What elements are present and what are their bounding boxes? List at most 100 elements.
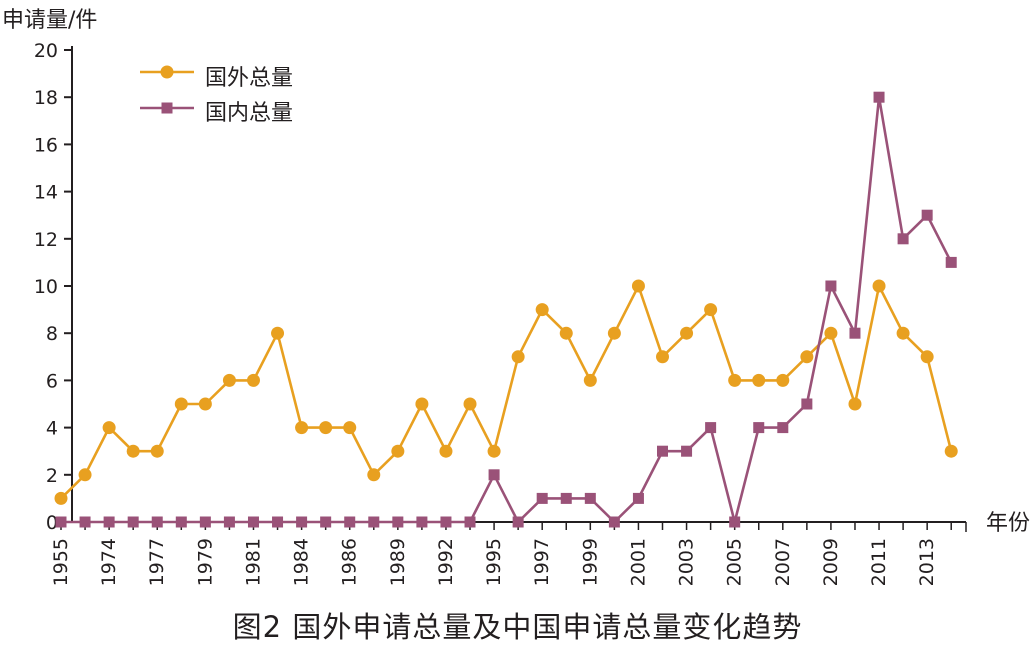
data-point	[247, 516, 259, 528]
data-point	[487, 444, 501, 458]
data-point	[656, 350, 669, 364]
data-point	[175, 516, 187, 528]
data-point	[246, 373, 260, 387]
data-point	[320, 516, 332, 528]
data-point	[896, 326, 910, 340]
data-point	[632, 492, 644, 504]
data-point	[873, 91, 885, 103]
y-tick-label: 12	[34, 229, 58, 251]
data-point	[728, 373, 742, 387]
data-point	[272, 516, 284, 528]
data-point	[126, 444, 140, 458]
x-tick-label: 2011	[868, 538, 890, 586]
x-tick-label: 1986	[339, 538, 361, 586]
data-point	[897, 233, 909, 245]
x-tick-label: 1992	[435, 538, 457, 586]
data-point	[78, 468, 92, 482]
x-axis-label: 年份	[986, 511, 1031, 536]
x-tick-label: 1979	[194, 538, 216, 586]
data-point	[439, 444, 453, 458]
data-point	[584, 492, 596, 504]
data-point	[271, 326, 285, 340]
data-point	[944, 444, 958, 458]
data-point	[753, 422, 765, 434]
y-tick-label: 16	[34, 134, 58, 156]
x-tick-label: 1995	[483, 538, 505, 586]
data-point	[488, 469, 500, 481]
legend-label-domestic: 国内总量	[205, 101, 294, 126]
y-tick-label: 4	[46, 418, 58, 440]
x-tick-label: 2013	[916, 538, 938, 586]
x-tick-label: 2007	[772, 538, 794, 586]
data-point	[849, 327, 861, 339]
axes: 0 2 4 6 8 10 12 14 16 18 20 1955 1974 1977 1979 1981 198…	[34, 40, 967, 586]
data-point	[801, 398, 813, 410]
series-line-0	[60, 284, 953, 500]
x-tick-label: 1989	[387, 538, 409, 586]
data-point	[705, 422, 717, 434]
data-point	[512, 516, 524, 528]
y-axis-label: 申请量/件	[2, 8, 98, 33]
data-point	[127, 516, 139, 528]
data-point	[151, 516, 163, 528]
data-point	[921, 209, 933, 221]
data-point	[463, 397, 477, 411]
data-point	[872, 279, 886, 293]
data-point	[680, 326, 694, 340]
x-tick-label: 2005	[724, 538, 746, 586]
series-layer	[54, 91, 958, 528]
data-point	[440, 516, 452, 528]
x-tick-label: 1999	[579, 538, 601, 586]
data-point	[223, 516, 235, 528]
y-tick-label: 2	[46, 465, 58, 487]
data-point	[536, 492, 548, 504]
y-tick-label: 8	[46, 323, 58, 345]
data-point	[199, 516, 211, 528]
data-point	[729, 516, 741, 528]
data-point	[343, 421, 357, 435]
data-point	[415, 397, 429, 411]
data-point	[824, 326, 838, 340]
x-tick-label: 1977	[146, 538, 168, 586]
data-point	[945, 256, 957, 268]
data-point	[583, 373, 597, 387]
data-point	[535, 303, 549, 317]
x-tick-label: 1984	[291, 538, 313, 586]
data-point	[777, 422, 789, 434]
data-point	[319, 421, 333, 435]
data-point	[464, 516, 476, 528]
data-point	[198, 397, 212, 411]
x-tick-label: 2001	[627, 538, 649, 586]
data-point	[174, 397, 188, 411]
data-point	[296, 516, 308, 528]
data-point	[631, 279, 645, 293]
data-point	[55, 516, 67, 528]
legend	[140, 65, 194, 114]
data-point	[367, 468, 381, 482]
data-point	[704, 303, 718, 317]
legend-marker-0	[160, 65, 174, 79]
x-tick-label: 2009	[820, 538, 842, 586]
series-line-1	[61, 95, 953, 524]
data-point	[344, 516, 356, 528]
data-point	[681, 445, 693, 457]
data-point	[79, 516, 91, 528]
data-point	[295, 421, 309, 435]
data-point	[920, 350, 934, 364]
data-point	[368, 516, 380, 528]
data-point	[392, 516, 404, 528]
data-point	[150, 444, 164, 458]
y-tick-label: 10	[34, 276, 58, 298]
data-point	[103, 516, 115, 528]
data-point	[560, 492, 572, 504]
data-point	[511, 350, 525, 364]
y-tick-label: 20	[34, 40, 58, 62]
data-point	[752, 373, 766, 387]
data-point	[800, 350, 814, 364]
y-tick-label: 0	[46, 512, 58, 534]
data-point	[607, 326, 621, 340]
data-point	[416, 516, 428, 528]
y-tick-label: 6	[46, 370, 58, 392]
data-point	[222, 373, 236, 387]
